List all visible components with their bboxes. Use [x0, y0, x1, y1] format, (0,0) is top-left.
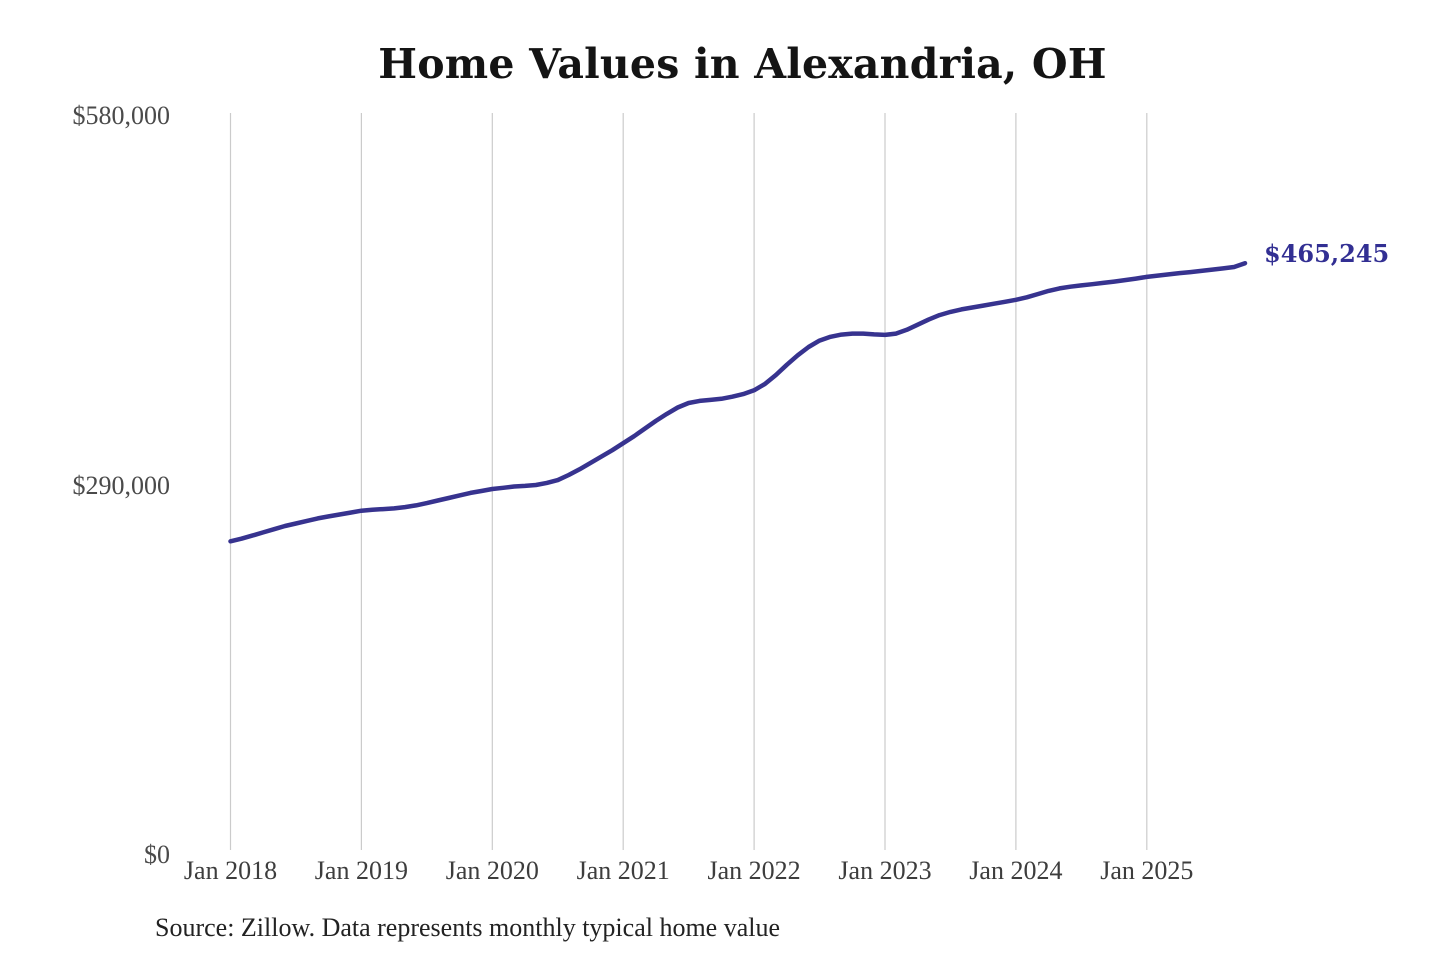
x-axis-tick-label: Jan 2021: [576, 856, 670, 885]
y-axis-tick-label: $580,000: [72, 101, 171, 130]
x-axis-tick-label: Jan 2023: [838, 856, 932, 885]
y-axis-tick-label: $0: [144, 840, 170, 869]
x-axis-tick-label: Jan 2018: [183, 856, 278, 885]
home-value-line: [228, 260, 1248, 544]
latest-value-label: $465,245: [1264, 239, 1390, 268]
x-axis-tick-label: Jan 2024: [969, 856, 1063, 885]
chart-title: Home Values in Alexandria, OH: [378, 40, 1107, 88]
y-axis-tick-label: $290,000: [72, 470, 171, 500]
source-note: Source: Zillow. Data represents monthly …: [155, 913, 781, 942]
x-axis-tick-label: Jan 2019: [314, 856, 408, 885]
x-axis-tick-label: Jan 2025: [1100, 856, 1194, 885]
x-axis-tick-label: Jan 2022: [707, 856, 801, 885]
x-axis-tick-label: Jan 2020: [445, 856, 539, 885]
